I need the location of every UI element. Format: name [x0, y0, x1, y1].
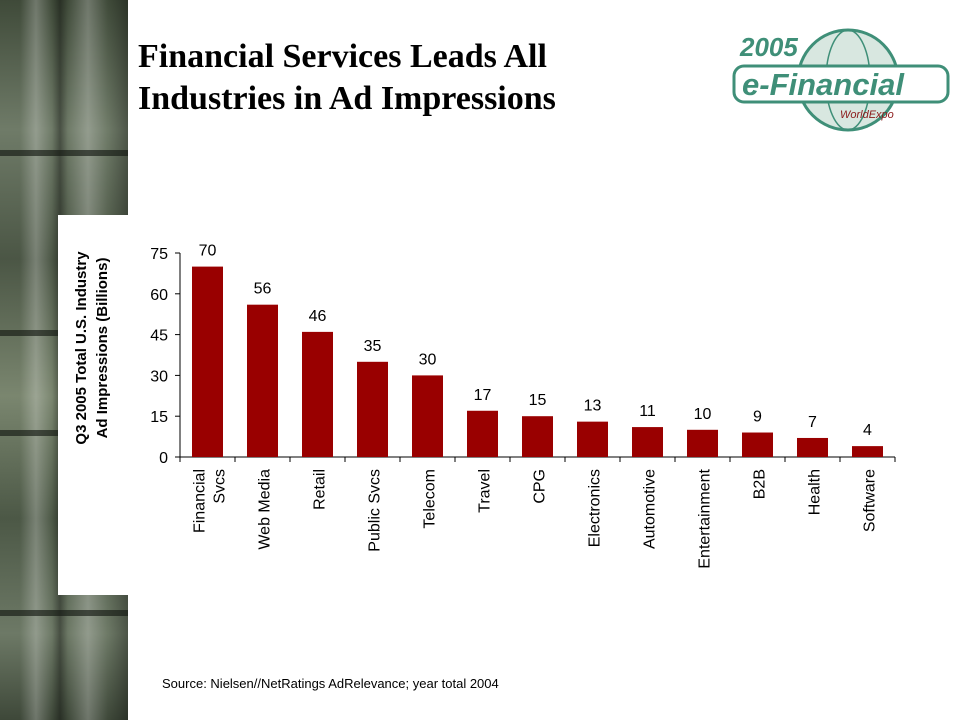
- category-label: Web Media: [257, 469, 274, 550]
- data-label: 56: [254, 281, 272, 298]
- data-label: 13: [584, 398, 602, 415]
- y-tick-label: 75: [150, 246, 168, 263]
- e-financial-logo: 2005 e-Financial WorldExpo: [732, 28, 950, 132]
- slide-title: Financial Services Leads All Industries …: [138, 36, 718, 120]
- category-label: Retail: [312, 469, 329, 510]
- bar: [852, 446, 883, 457]
- logo-sub: WorldExpo: [840, 109, 894, 121]
- data-label: 7: [808, 414, 817, 431]
- data-label: 17: [474, 387, 492, 404]
- data-label: 35: [364, 338, 382, 355]
- slide-title-line2: Industries in Ad Impressions: [138, 80, 556, 117]
- bar: [632, 427, 663, 457]
- bar: [797, 437, 828, 457]
- source-note: Source: Nielsen//NetRatings AdRelevance;…: [162, 676, 499, 691]
- data-label: 9: [753, 409, 762, 426]
- bar: [522, 416, 553, 457]
- bar: [247, 304, 278, 457]
- category-label: Automotive: [642, 469, 659, 549]
- bar: [192, 266, 223, 457]
- y-tick-label: 0: [159, 450, 168, 467]
- category-label: Public Svcs: [367, 469, 384, 552]
- bamboo-node: [0, 610, 128, 616]
- bamboo-node: [0, 150, 128, 156]
- category-label: CPG: [532, 469, 549, 504]
- data-label: 10: [694, 406, 712, 423]
- y-tick-label: 60: [150, 287, 168, 304]
- data-label: 70: [199, 243, 217, 260]
- bar: [742, 432, 773, 457]
- category-label: Financial: [192, 469, 209, 533]
- category-label: Travel: [477, 469, 494, 513]
- category-label: Entertainment: [697, 468, 714, 568]
- data-label: 30: [419, 351, 437, 368]
- bar: [412, 375, 443, 457]
- data-label: 11: [639, 403, 656, 420]
- y-tick-label: 45: [150, 328, 168, 345]
- bar: [357, 361, 388, 457]
- category-label: B2B: [752, 469, 769, 499]
- y-tick-label: 30: [150, 368, 168, 385]
- category-label: Software: [862, 469, 879, 532]
- bar: [687, 429, 718, 457]
- y-axis-title-line2: Ad Impressions (Billions): [94, 258, 111, 439]
- y-axis-title: Q3 2005 Total U.S. Industry Ad Impressio…: [73, 251, 111, 445]
- data-label: 15: [529, 392, 547, 409]
- data-label: 46: [309, 308, 327, 325]
- data-label: 4: [863, 422, 872, 439]
- logo-year: 2005: [739, 32, 798, 62]
- category-label: Electronics: [587, 469, 604, 547]
- bar: [302, 331, 333, 457]
- category-label: Telecom: [422, 469, 439, 529]
- slide-title-line1: Financial Services Leads All: [138, 38, 547, 75]
- category-label: Health: [807, 469, 824, 515]
- y-axis-title-line1: Q3 2005 Total U.S. Industry: [73, 251, 90, 445]
- logo-name: e-Financial: [742, 67, 905, 102]
- category-label: Svcs: [212, 469, 229, 504]
- bar: [467, 410, 498, 457]
- bar: [577, 421, 608, 457]
- y-tick-label: 15: [150, 409, 168, 426]
